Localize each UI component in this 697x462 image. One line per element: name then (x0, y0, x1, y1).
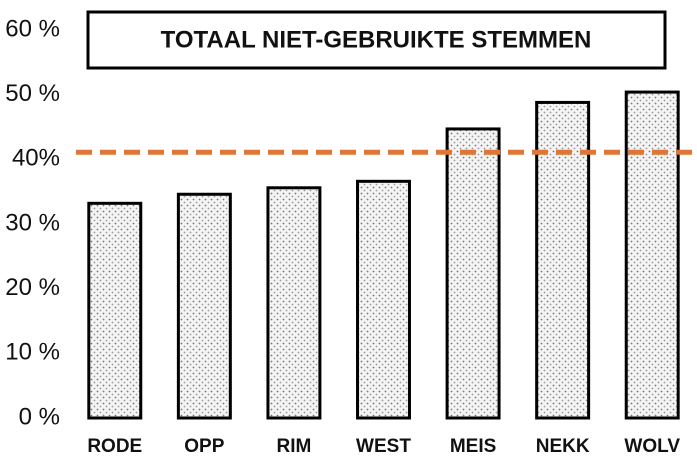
bar (266, 186, 322, 420)
bar (87, 201, 143, 420)
x-tick-label: NEKK (536, 436, 590, 457)
y-tick-label: 60 % (5, 15, 60, 42)
title-box (86, 10, 667, 70)
x-tick-label: MEIS (450, 436, 496, 457)
bar (445, 127, 501, 420)
x-tick-label: WOLV (624, 436, 680, 457)
y-tick-label: 40% (12, 145, 60, 172)
x-tick-label: RODE (87, 436, 142, 457)
bar (176, 192, 232, 420)
y-tick-label: 50 % (5, 80, 60, 107)
bar (624, 90, 680, 420)
bar (535, 100, 591, 420)
y-tick-label: 30 % (5, 209, 60, 236)
x-tick-label: WEST (356, 436, 411, 457)
chart-title: TOTAAL NIET-GEBRUIKTE STEMMEN (161, 26, 592, 53)
bar (356, 179, 411, 420)
y-tick-label: 0 % (19, 403, 60, 430)
y-tick-label: 20 % (5, 274, 60, 301)
x-tick-label: RIM (277, 436, 312, 457)
y-tick-label: 10 % (5, 339, 60, 366)
x-tick-label: OPP (184, 436, 224, 457)
